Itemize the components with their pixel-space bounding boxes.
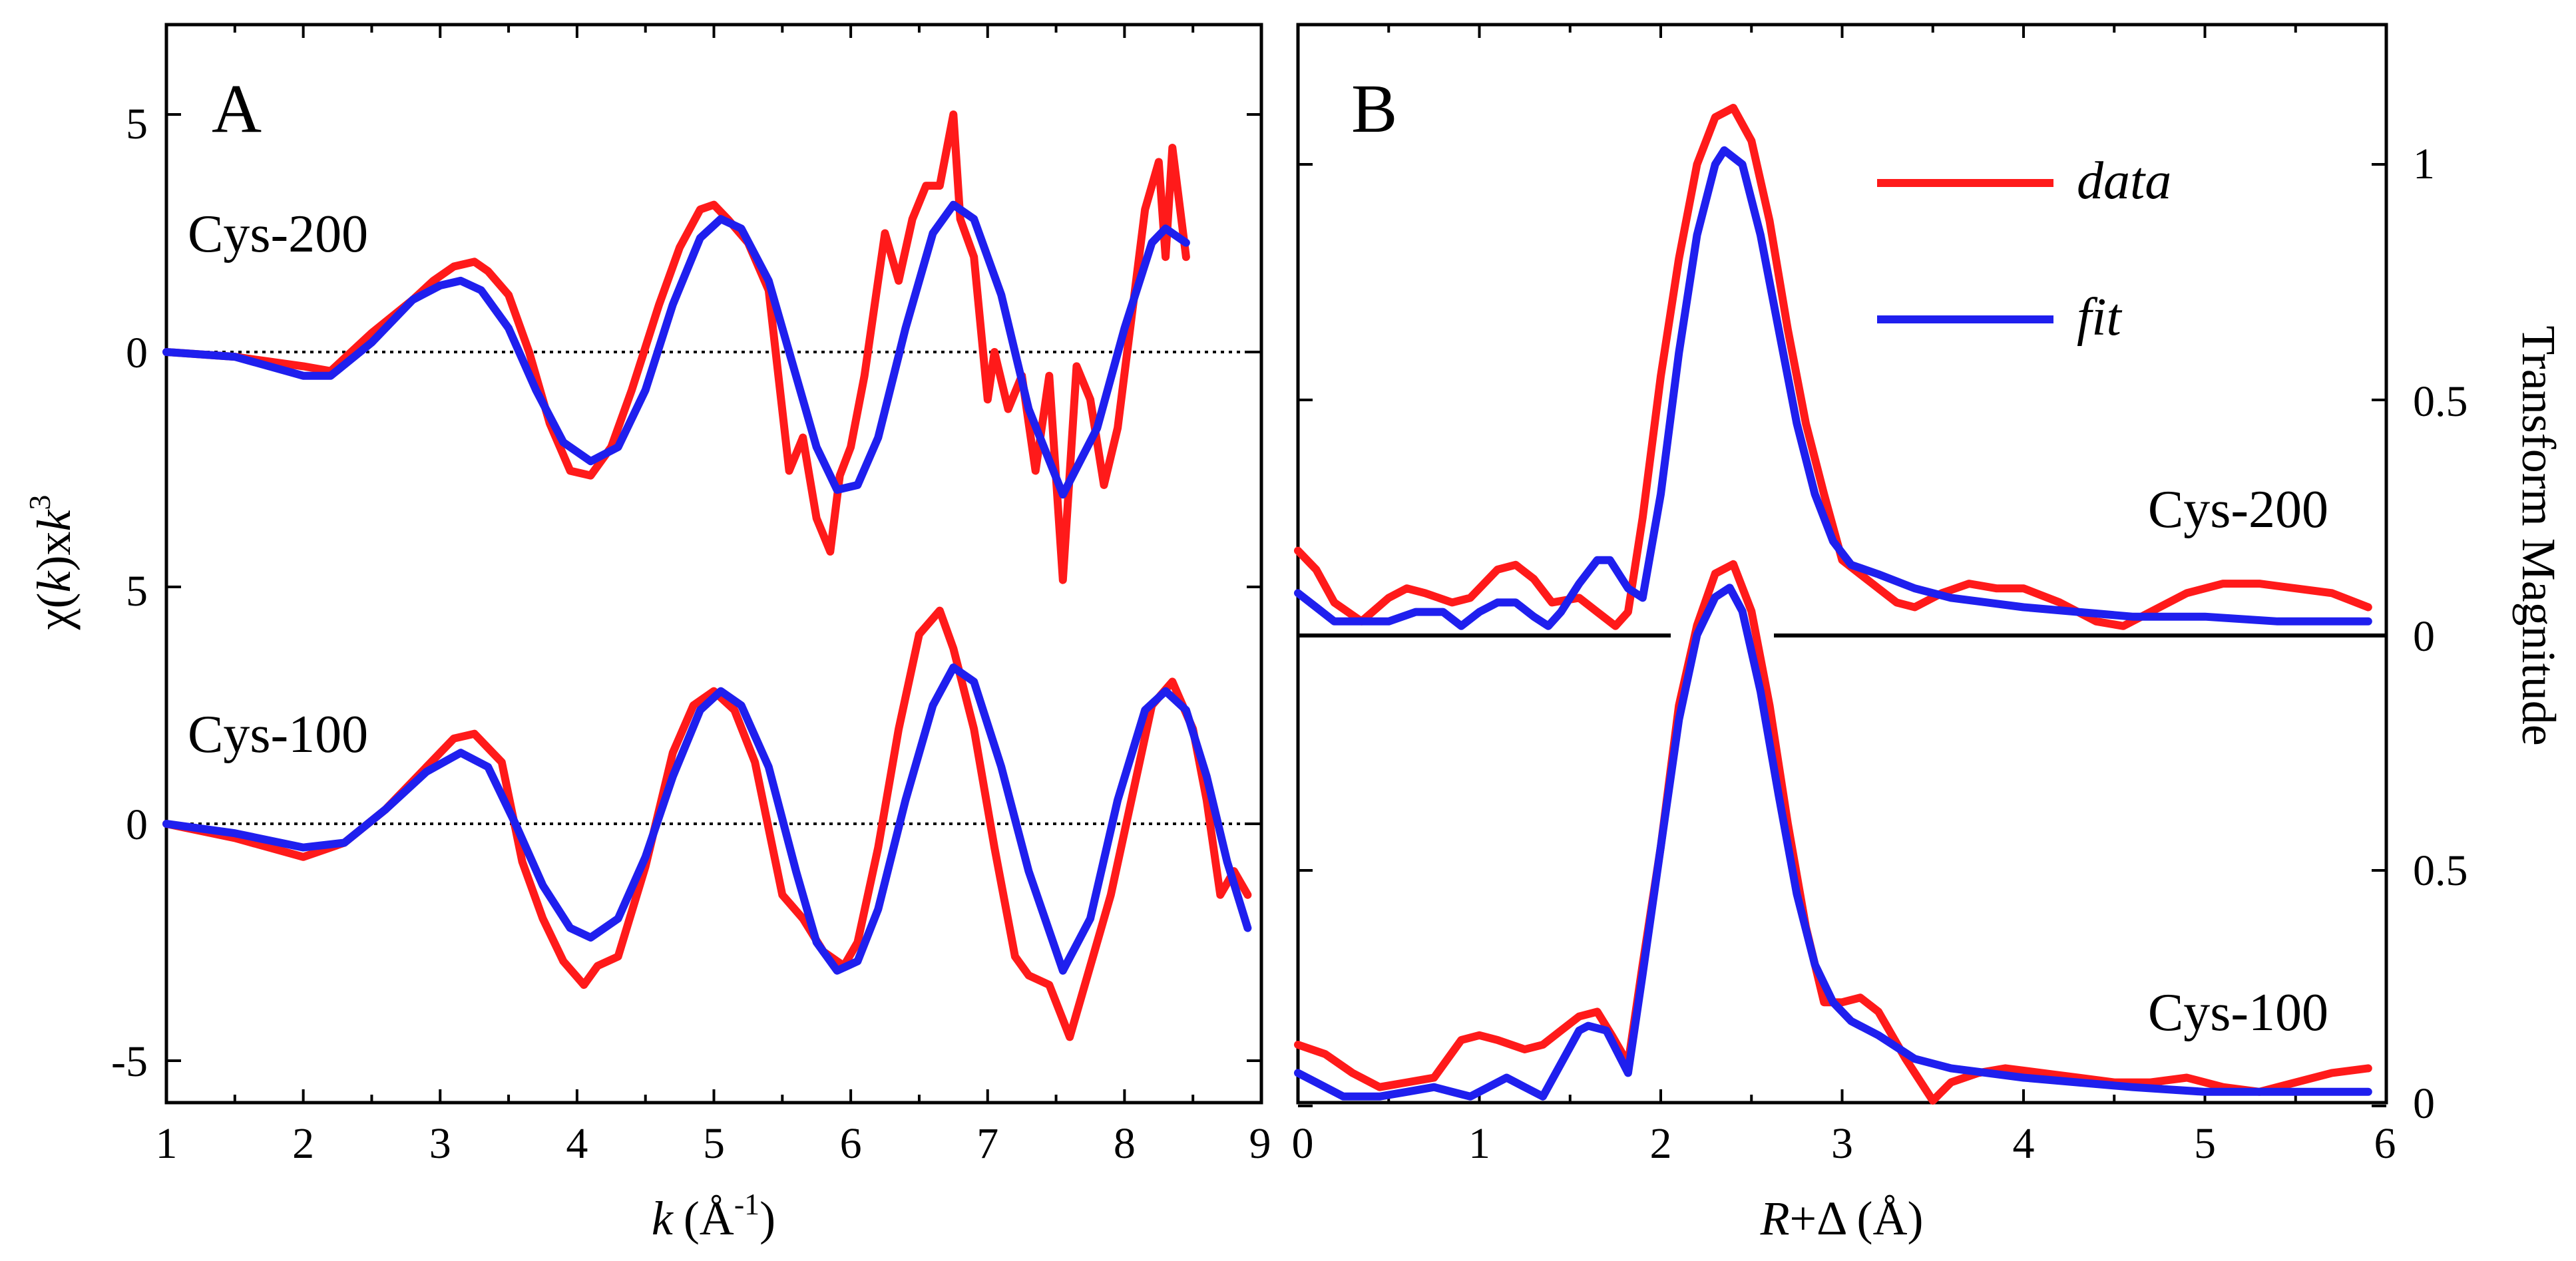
panel-a-xtick-label: 7 xyxy=(976,1119,998,1168)
panel-b-xtick-label: 0 xyxy=(1292,1119,1314,1168)
panel-b-xlabel-r: R xyxy=(1760,1192,1790,1245)
panel-b-xlabel-rest: +Δ (Å) xyxy=(1790,1192,1924,1245)
panel-a-ylabel-k: k xyxy=(27,570,81,592)
panel-a-ylabel-mid: )x xyxy=(27,532,81,572)
panel-a-ytick-label: 0 xyxy=(126,801,148,849)
panel-b-xtick-label: 3 xyxy=(1831,1119,1853,1168)
panel-a-ytick-label: 0 xyxy=(126,329,148,377)
panel-a-xtick-label: 2 xyxy=(292,1119,314,1168)
panel-a-xlabel-exp: -1 xyxy=(734,1187,759,1221)
panel-a-cys100-fit-line xyxy=(162,663,1252,975)
panel-b: B Cys-200 Cys-100 data fit 1 0.5 0 0.5 0… xyxy=(1292,23,2565,1245)
panel-b-x-tick-labels: 0 1 2 3 4 5 6 xyxy=(1292,1119,2396,1168)
panel-a-cys200-fit-line xyxy=(162,200,1190,499)
panel-a-xtick-label: 3 xyxy=(429,1119,451,1168)
legend-data-label: data xyxy=(2077,152,2171,210)
panel-b-legend: data fit xyxy=(1877,152,2171,347)
panel-a-ytick-label: 5 xyxy=(126,100,148,148)
panel-a-ylabel-k2: k xyxy=(27,509,81,532)
panel-b-ytick-label: 0.5 xyxy=(2413,377,2468,426)
panel-b-letter: B xyxy=(1351,71,1397,147)
legend-fit-label: fit xyxy=(2077,288,2122,347)
panel-a-lines xyxy=(162,110,1252,1041)
panel-b-ytick-label: 0 xyxy=(2413,612,2435,661)
panel-b-cys200-data-line xyxy=(1294,104,2372,630)
panel-a: A Cys-200 Cys-100 5 0 5 0 -5 1 2 3 4 5 6… xyxy=(23,23,1271,1245)
panel-b-lines xyxy=(1294,104,2372,1105)
panel-b-cys100-label: Cys-100 xyxy=(2148,984,2328,1042)
panel-a-cys200-label: Cys-200 xyxy=(188,205,368,264)
panel-b-cys200-fit-line xyxy=(1294,146,2372,630)
panel-a-x-tick-labels: 1 2 3 4 5 6 7 8 9 xyxy=(156,1119,1271,1168)
panel-a-ylabel-chi: χ( xyxy=(27,592,81,630)
panel-a-xtick-label: 8 xyxy=(1114,1119,1136,1168)
panel-a-xlabel-k: k xyxy=(652,1192,674,1245)
panel-b-cys100-fit-line xyxy=(1294,584,2372,1101)
panel-b-cys200-label: Cys-200 xyxy=(2148,480,2328,539)
panel-a-ytick-label: 5 xyxy=(126,567,148,616)
panel-a-x-axis-label: k (Å-1) xyxy=(652,1187,775,1245)
panel-a-xtick-label: 4 xyxy=(566,1119,588,1168)
panel-a-xlabel-close: ) xyxy=(759,1192,775,1245)
panel-a-ytick-label: -5 xyxy=(111,1037,148,1086)
panel-b-xtick-label: 1 xyxy=(1468,1119,1490,1168)
panel-b-ytick-label: 1 xyxy=(2413,140,2435,188)
panel-a-xtick-label: 5 xyxy=(703,1119,725,1168)
panel-a-xlabel-unit: (Å xyxy=(684,1192,734,1245)
panel-b-ytick-label: 0.5 xyxy=(2413,846,2468,895)
panel-b-y-axis-label: Transform Magnitude xyxy=(2512,325,2565,745)
panel-b-ytick-label: 0 xyxy=(2413,1079,2435,1128)
panel-a-cys100-label: Cys-100 xyxy=(188,705,368,764)
panel-a-y-axis-label: χ(k)xk3 xyxy=(23,495,81,631)
panel-a-ylabel-exp: 3 xyxy=(23,495,57,510)
panel-a-xtick-label: 9 xyxy=(1249,1119,1271,1168)
panel-b-xtick-label: 5 xyxy=(2194,1119,2216,1168)
panel-a-xtick-label: 1 xyxy=(156,1119,178,1168)
panel-b-xtick-label: 2 xyxy=(1650,1119,1672,1168)
panel-a-xtick-label: 6 xyxy=(840,1119,862,1168)
panel-a-letter: A xyxy=(212,71,262,147)
panel-b-xtick-label: 6 xyxy=(2374,1119,2396,1168)
panel-b-x-axis-label: R+Δ (Å) xyxy=(1760,1192,1924,1245)
panel-b-xtick-label: 4 xyxy=(2013,1119,2035,1168)
panel-a-cys200-data-line xyxy=(162,110,1190,584)
